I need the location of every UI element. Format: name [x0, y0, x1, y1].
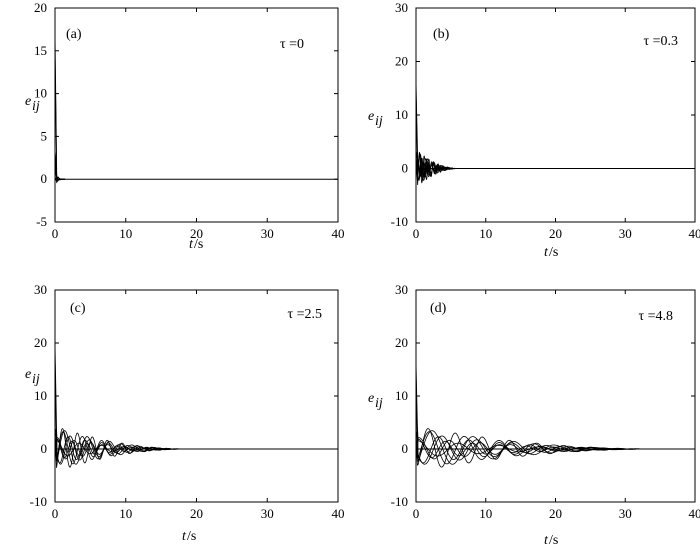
y-tick-label: 30 — [34, 282, 47, 297]
error-trace — [54, 49, 66, 182]
panel-label: (d) — [430, 301, 447, 316]
panel-a: -5 0 5 10 15 20 0 10 20 30 40 (a) τ =0 e ij t /s — [25, 0, 345, 252]
y-axis-label: e ij — [25, 367, 40, 387]
error-traces — [415, 361, 695, 468]
error-trace — [415, 438, 695, 459]
y-tick-label: -10 — [391, 214, 408, 229]
ylabel-sub: ij — [375, 114, 383, 129]
x-tick-label: 0 — [52, 506, 59, 521]
y-tick-label: 10 — [395, 388, 408, 403]
x-axis-ticks: 0 10 20 30 40 — [52, 290, 345, 521]
xlabel-unit: /s — [549, 533, 558, 548]
y-axis-ticks: -10 0 10 20 30 — [391, 282, 695, 509]
error-trace — [54, 428, 214, 468]
x-axis-label: t /s — [544, 245, 558, 260]
x-tick-label: 10 — [119, 506, 132, 521]
x-tick-label: 20 — [549, 506, 562, 521]
ylabel-sub: ij — [32, 99, 40, 114]
x-tick-label: 0 — [413, 226, 420, 241]
y-tick-label: 30 — [395, 282, 408, 297]
x-axis-label: t /s — [182, 529, 196, 544]
y-tick-label: -5 — [36, 214, 47, 229]
xlabel-italic: t — [182, 529, 187, 544]
tau-label: τ =0.3 — [643, 34, 678, 49]
x-axis-ticks: 0 10 20 30 40 — [52, 8, 345, 241]
y-tick-label: 0 — [402, 441, 409, 456]
panel-label: (c) — [70, 301, 86, 316]
x-tick-label: 40 — [689, 226, 700, 241]
ylabel-main: e — [368, 391, 374, 406]
x-tick-label: 20 — [190, 506, 203, 521]
ylabel-main: e — [25, 94, 31, 109]
ylabel-main: e — [25, 367, 31, 382]
x-tick-label: 10 — [479, 226, 492, 241]
y-tick-label: -10 — [30, 494, 47, 509]
panel-b: -10 0 10 20 30 0 10 20 30 40 (b) τ =0.3 e ij t /… — [368, 0, 700, 260]
x-tick-label: 40 — [332, 226, 345, 241]
y-axis-label: e ij — [25, 94, 40, 114]
panel-c: -10 0 10 20 30 0 10 20 30 40 (c) τ =2.5 e ij t /… — [25, 282, 345, 544]
tau-label: τ =2.5 — [287, 307, 322, 322]
error-traces — [415, 80, 695, 186]
ylabel-sub: ij — [375, 396, 383, 411]
x-axis-label: t /s — [189, 237, 203, 252]
y-tick-label: 20 — [34, 0, 47, 15]
x-tick-label: 40 — [689, 506, 700, 521]
x-axis-ticks: 0 10 20 30 40 — [413, 290, 700, 521]
x-tick-label: 10 — [479, 506, 492, 521]
y-tick-label: -10 — [391, 494, 408, 509]
xlabel-unit: /s — [194, 237, 203, 252]
x-tick-label: 10 — [119, 226, 132, 241]
y-tick-label: 10 — [34, 86, 47, 101]
y-axis-ticks: -10 0 10 20 30 — [391, 0, 695, 229]
x-tick-label: 30 — [261, 226, 274, 241]
y-tick-label: 20 — [34, 335, 47, 350]
x-tick-label: 30 — [619, 506, 632, 521]
y-tick-label: 15 — [34, 43, 47, 58]
error-trace — [54, 164, 66, 184]
y-tick-label: 5 — [41, 128, 48, 143]
xlabel-italic: t — [544, 533, 549, 548]
panel-label: (a) — [66, 27, 82, 42]
xlabel-unit: /s — [549, 245, 558, 260]
x-tick-label: 30 — [261, 506, 274, 521]
y-axis-label: e ij — [368, 109, 383, 129]
xlabel-italic: t — [544, 245, 549, 260]
tau-label: τ =0 — [280, 37, 304, 52]
y-tick-label: 10 — [395, 107, 408, 122]
y-tick-label: 20 — [395, 54, 408, 69]
x-axis-ticks: 0 10 20 30 40 — [413, 8, 700, 241]
x-axis-label: t /s — [544, 533, 558, 548]
ylabel-sub: ij — [32, 372, 40, 387]
x-tick-label: 20 — [190, 226, 203, 241]
x-tick-label: 40 — [332, 506, 345, 521]
x-tick-label: 30 — [619, 226, 632, 241]
x-tick-label: 0 — [413, 506, 420, 521]
y-tick-label: 0 — [41, 441, 48, 456]
xlabel-unit: /s — [187, 529, 196, 544]
x-tick-label: 0 — [52, 226, 59, 241]
y-tick-label: 20 — [395, 335, 408, 350]
error-trace — [54, 342, 214, 457]
y-tick-label: 30 — [395, 0, 408, 15]
ylabel-main: e — [368, 109, 374, 124]
y-tick-label: 0 — [41, 171, 48, 186]
error-traces — [54, 31, 338, 184]
y-tick-label: 10 — [34, 388, 47, 403]
error-trace — [415, 151, 468, 186]
xlabel-italic: t — [189, 237, 194, 252]
tau-label: τ =4.8 — [638, 309, 673, 324]
panel-d: -10 0 10 20 30 0 10 20 30 40 (d) τ =4.8 e ij t /… — [368, 282, 700, 548]
error-trace — [415, 428, 695, 468]
error-traces — [54, 342, 338, 468]
y-axis-label: e ij — [368, 391, 383, 411]
error-trace — [415, 361, 695, 457]
y-tick-label: 0 — [402, 161, 409, 176]
x-tick-label: 20 — [549, 226, 562, 241]
y-axis-ticks: -10 0 10 20 30 — [30, 282, 338, 509]
panel-label: (b) — [433, 27, 450, 42]
